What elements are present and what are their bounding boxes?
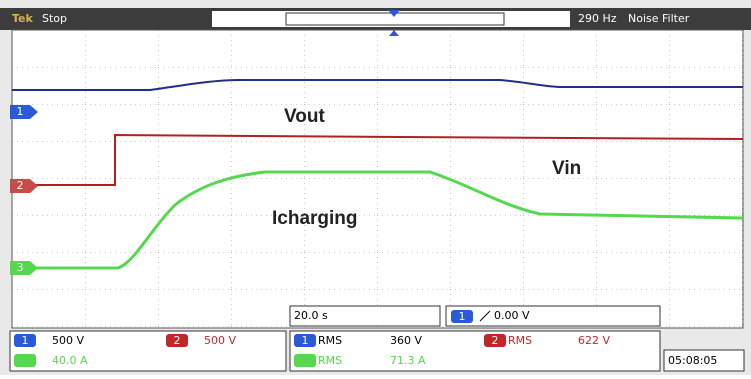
scale-value: 500 V [204,334,236,347]
scale-value: 500 V [52,334,84,347]
measurement-type: RMS [318,354,342,367]
ch1-marker-label: 1 [17,105,24,118]
grid [12,30,743,328]
measurement-channel: 2 [492,334,499,347]
timebase: 20.0 s [294,309,328,322]
scale-channel: 2 [174,334,181,347]
scale-channel: 1 [22,334,29,347]
clock: 05:08:05 [668,354,717,367]
scale-value: 40.0 A [52,354,88,367]
measurement-type: RMS [318,334,342,347]
trigger-level: 0.00 V [494,309,530,322]
trace-label: Icharging [272,208,358,229]
status: Stop [42,12,67,25]
measurement-channel: 3 [302,354,309,367]
measurement-value: 622 V [578,334,610,347]
frequency: 290 Hz [578,12,617,25]
trigger-channel: 1 [459,310,466,323]
ch2-marker-label: 2 [17,179,24,192]
filter: Noise Filter [628,12,690,25]
ch3-marker-label: 3 [17,261,24,274]
measurement-type: RMS [508,334,532,347]
measurement-value: 360 V [390,334,422,347]
scope-screen: Tek Stop 290 Hz Noise Filter 1 2 3 Vout … [0,0,751,375]
trace-label: Vin [552,158,581,179]
trace-label: Vout [284,106,325,127]
trigger-box [446,306,660,326]
measurement-channel: 1 [302,334,309,347]
scale-channel: 3 [22,354,29,367]
brand: Tek [12,12,34,25]
measurement-value: 71.3 A [390,354,426,367]
